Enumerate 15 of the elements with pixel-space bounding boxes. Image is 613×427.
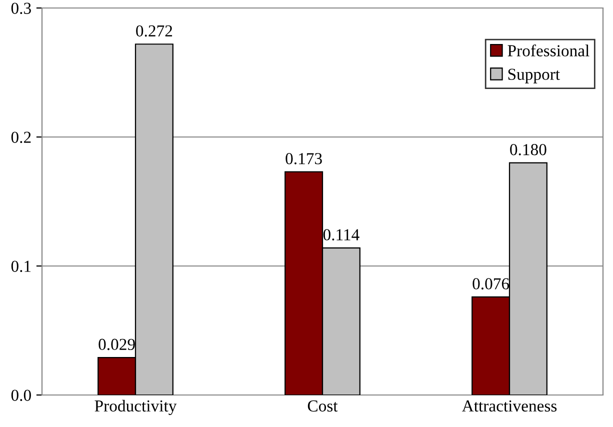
legend-label: Support	[508, 68, 560, 84]
y-tick-label: 0.2	[11, 132, 31, 144]
y-tick-label: 0.0	[11, 390, 31, 402]
data-label: 0.029	[98, 338, 135, 350]
legend-label: Professional	[508, 44, 590, 56]
data-label: 0.173	[286, 153, 322, 164]
data-label: 0.272	[136, 25, 172, 37]
data-label: 0.076	[472, 278, 510, 290]
data-label: 0.180	[510, 144, 546, 156]
data-label: 0.114	[323, 229, 360, 240]
y-tick-label: 0.3	[11, 2, 31, 14]
y-tick-label: 0.1	[11, 260, 31, 272]
x-tick-label: Cost	[308, 400, 338, 412]
x-tick-label: Productivity	[94, 400, 177, 416]
x-tick-label: Attractiveness	[462, 400, 557, 412]
